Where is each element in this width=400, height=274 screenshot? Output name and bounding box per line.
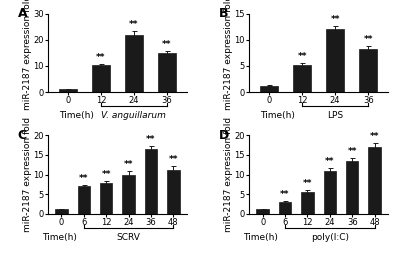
Text: **: ** xyxy=(146,135,156,144)
Bar xyxy=(167,170,180,214)
Text: C: C xyxy=(18,129,26,142)
Text: **: ** xyxy=(168,155,178,164)
Bar xyxy=(346,161,358,214)
Bar xyxy=(256,209,269,214)
Text: **: ** xyxy=(325,157,334,166)
Y-axis label: miR-2187 expression fold: miR-2187 expression fold xyxy=(224,0,233,110)
Text: **: ** xyxy=(124,160,133,169)
Bar xyxy=(125,35,143,92)
Bar xyxy=(78,186,90,214)
Bar xyxy=(359,49,377,92)
Bar xyxy=(55,209,68,214)
Bar xyxy=(368,147,381,214)
Text: **: ** xyxy=(102,170,111,179)
Y-axis label: miR-2187 expression fold: miR-2187 expression fold xyxy=(23,117,32,232)
Text: **: ** xyxy=(162,40,172,48)
Bar xyxy=(301,192,314,214)
Text: Time(h): Time(h) xyxy=(260,111,295,120)
Text: poly(I:C): poly(I:C) xyxy=(311,233,349,242)
Bar xyxy=(158,53,176,92)
Bar xyxy=(59,89,77,92)
Bar xyxy=(100,183,112,214)
Text: **: ** xyxy=(348,147,357,156)
Text: SCRV: SCRV xyxy=(117,233,140,242)
Bar xyxy=(293,65,311,92)
Text: D: D xyxy=(219,129,229,142)
Bar xyxy=(326,29,344,92)
Text: **: ** xyxy=(364,35,373,44)
Text: B: B xyxy=(219,7,228,21)
Text: LPS: LPS xyxy=(327,111,343,120)
Text: **: ** xyxy=(96,53,106,62)
Bar xyxy=(324,171,336,214)
Text: Time(h): Time(h) xyxy=(59,111,94,120)
Text: **: ** xyxy=(330,15,340,24)
Y-axis label: miR-2187 expression fold: miR-2187 expression fold xyxy=(23,0,32,110)
Text: **: ** xyxy=(129,20,139,29)
Y-axis label: miR-2187 expression fold: miR-2187 expression fold xyxy=(224,117,233,232)
Text: A: A xyxy=(18,7,27,21)
Bar xyxy=(122,175,135,214)
Bar xyxy=(279,202,291,214)
Text: V. anguillarum: V. anguillarum xyxy=(102,111,166,120)
Text: Time(h): Time(h) xyxy=(243,233,278,242)
Text: **: ** xyxy=(297,52,307,61)
Text: **: ** xyxy=(79,174,88,183)
Text: **: ** xyxy=(303,179,312,188)
Bar xyxy=(92,65,110,92)
Text: **: ** xyxy=(280,190,290,199)
Bar xyxy=(145,149,157,214)
Text: **: ** xyxy=(370,132,379,141)
Bar xyxy=(260,86,278,92)
Text: Time(h): Time(h) xyxy=(42,233,77,242)
